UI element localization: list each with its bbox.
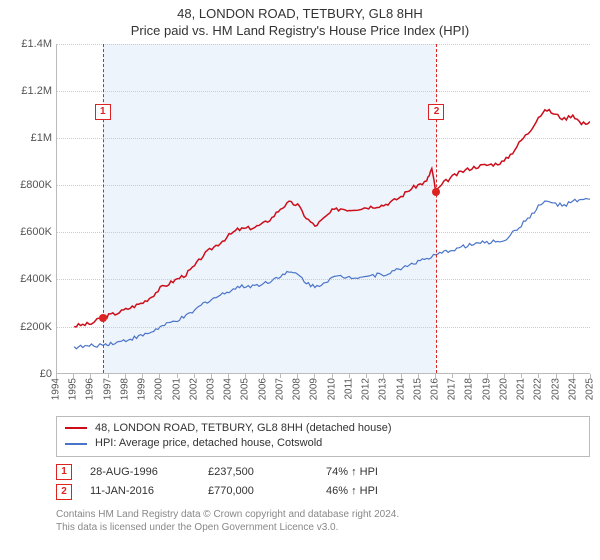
x-tick-label: 2008 [292,378,303,400]
x-tick-label: 1994 [51,378,62,400]
sale-marker-box-2: 2 [428,104,444,120]
x-tick-label: 2021 [516,378,527,400]
legend-swatch-hpi [65,443,87,445]
x-tick-label: 2014 [395,378,406,400]
x-tick-label: 2018 [464,378,475,400]
sale-date-1: 28-AUG-1996 [90,463,190,483]
series-line-property [74,109,590,326]
sales-table: 1 28-AUG-1996 £237,500 74% ↑ HPI 2 11-JA… [56,463,590,503]
legend-swatch-property [65,427,87,429]
x-tick-label: 2011 [343,378,354,400]
x-tick-label: 2007 [274,378,285,400]
y-tick-label: £800K [20,179,52,191]
sale-dot-2 [432,188,440,196]
y-tick-label: £1.2M [21,85,52,97]
x-tick-label: 2016 [429,378,440,400]
legend-row-hpi: HPI: Average price, detached house, Cots… [65,436,581,451]
sale-marker-1-icon: 1 [56,464,72,480]
legend-row-property: 48, LONDON ROAD, TETBURY, GL8 8HH (detac… [65,421,581,436]
x-tick-label: 2017 [447,378,458,400]
chart-title-line2: Price paid vs. HM Land Registry's House … [10,23,590,40]
x-tick-label: 1996 [85,378,96,400]
sale-marker-2-icon: 2 [56,484,72,500]
legend-label-property: 48, LONDON ROAD, TETBURY, GL8 8HH (detac… [95,421,392,436]
x-tick-label: 2004 [223,378,234,400]
x-tick-label: 2009 [309,378,320,400]
x-tick-label: 2002 [188,378,199,400]
y-tick-label: £400K [20,273,52,285]
chart-title-block: 48, LONDON ROAD, TETBURY, GL8 8HH Price … [10,6,590,40]
y-tick-label: £200K [20,321,52,333]
x-tick-label: 2022 [533,378,544,400]
x-axis: 1994199519961997199819992000200120022003… [56,374,590,414]
chart-area: £0£200K£400K£600K£800K£1M£1.2M£1.4M 12 1… [10,44,590,414]
x-tick-label: 2003 [206,378,217,400]
x-tick-label: 2020 [498,378,509,400]
y-tick-label: £1M [31,132,52,144]
plot-area: 12 [56,44,590,374]
sale-price-1: £237,500 [208,463,308,483]
x-tick-label: 1995 [68,378,79,400]
sale-pct-2: 46% ↑ HPI [326,482,426,502]
sales-row-2: 2 11-JAN-2016 £770,000 46% ↑ HPI [56,482,590,502]
x-tick-label: 1997 [102,378,113,400]
x-tick-label: 2025 [585,378,596,400]
y-tick-label: £600K [20,226,52,238]
x-tick-label: 1999 [137,378,148,400]
x-tick-label: 2019 [481,378,492,400]
sales-row-1: 1 28-AUG-1996 £237,500 74% ↑ HPI [56,463,590,483]
x-tick-label: 2001 [171,378,182,400]
x-tick-label: 2013 [378,378,389,400]
footnote-line2: This data is licensed under the Open Gov… [56,521,590,534]
sale-dot-1 [99,314,107,322]
series-line-hpi [74,198,590,348]
x-tick-label: 2023 [550,378,561,400]
sale-date-2: 11-JAN-2016 [90,482,190,502]
sale-price-2: £770,000 [208,482,308,502]
sale-pct-1: 74% ↑ HPI [326,463,426,483]
x-tick-label: 2012 [361,378,372,400]
x-tick-label: 2006 [257,378,268,400]
x-tick-label: 1998 [119,378,130,400]
x-tick-label: 2005 [240,378,251,400]
y-tick-label: £1.4M [21,38,52,50]
legend-label-hpi: HPI: Average price, detached house, Cots… [95,436,322,451]
footnote: Contains HM Land Registry data © Crown c… [56,508,590,534]
y-axis: £0£200K£400K£600K£800K£1M£1.2M£1.4M [10,44,56,374]
sale-marker-box-1: 1 [95,104,111,120]
chart-title-line1: 48, LONDON ROAD, TETBURY, GL8 8HH [10,6,590,23]
footnote-line1: Contains HM Land Registry data © Crown c… [56,508,590,521]
x-tick-label: 2010 [326,378,337,400]
x-tick-label: 2024 [567,378,578,400]
legend: 48, LONDON ROAD, TETBURY, GL8 8HH (detac… [56,416,590,457]
series-svg [57,44,590,373]
x-tick-label: 2000 [154,378,165,400]
x-tick-label: 2015 [412,378,423,400]
